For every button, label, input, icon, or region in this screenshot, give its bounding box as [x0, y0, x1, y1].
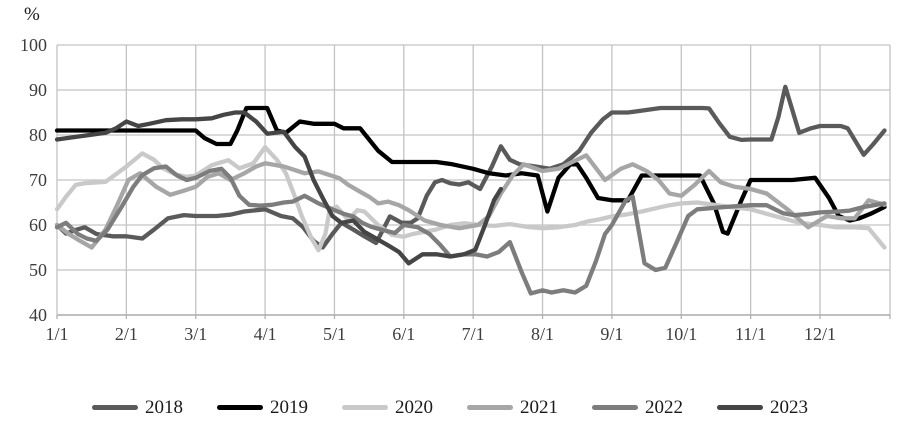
legend-line-swatch-2023	[717, 405, 763, 410]
legend-label: 2022	[645, 397, 683, 418]
y-tick-label: 40	[29, 305, 47, 325]
y-tick-label: 80	[29, 125, 47, 145]
legend-item-2019: 2019	[217, 398, 308, 417]
y-tick-label: 50	[29, 260, 47, 280]
legend-label: 2018	[145, 397, 183, 418]
x-tick-label: 2/1	[115, 324, 138, 344]
x-tick-label: 12/1	[804, 324, 836, 344]
legend-label: 2023	[770, 397, 808, 418]
x-tick-label: 11/1	[735, 324, 766, 344]
legend-item-2021: 2021	[467, 398, 558, 417]
y-tick-label: 100	[20, 35, 47, 55]
x-tick-label: 7/1	[462, 324, 485, 344]
legend-item-2018: 2018	[92, 398, 183, 417]
legend-item-2022: 2022	[592, 398, 683, 417]
x-tick-label: 10/1	[665, 324, 697, 344]
y-axis-unit-label: %	[24, 4, 40, 25]
series-line-2022	[54, 164, 887, 296]
plot-area: 100 90 80 70 60 50 40% 1/1 2/1 3/1 4/1 5/1 6/1 7/1 8/1…	[20, 4, 891, 344]
legend-item-2023: 2023	[717, 398, 808, 417]
x-tick-label: 6/1	[392, 324, 415, 344]
legend-label: 2019	[270, 397, 308, 418]
x-tick-label: 3/1	[184, 324, 207, 344]
legend-line-swatch-2019	[217, 405, 263, 410]
legend-label: 2021	[520, 397, 558, 418]
legend-line-swatch-2020	[342, 405, 388, 410]
series-line-2020	[54, 145, 887, 253]
series-line-2021	[54, 153, 887, 250]
chart-legend: 2018 2019 2020 2021 2022 2023	[0, 398, 900, 417]
legend-line-swatch-2022	[592, 405, 638, 410]
x-tick-label: 1/1	[45, 324, 68, 344]
y-tick-label: 60	[29, 215, 47, 235]
x-tick-label: 4/1	[254, 324, 277, 344]
x-tick-label: 8/1	[531, 324, 554, 344]
series-line-2023	[54, 110, 504, 266]
x-tick-label: 9/1	[600, 324, 623, 344]
legend-line-swatch-2018	[92, 405, 138, 410]
y-tick-label: 90	[29, 80, 47, 100]
legend-item-2020: 2020	[342, 398, 433, 417]
x-tick-label: 5/1	[323, 324, 346, 344]
y-tick-label: 70	[29, 170, 47, 190]
legend-label: 2020	[395, 397, 433, 418]
legend-line-swatch-2021	[467, 405, 513, 410]
series-line-2018	[54, 84, 887, 250]
